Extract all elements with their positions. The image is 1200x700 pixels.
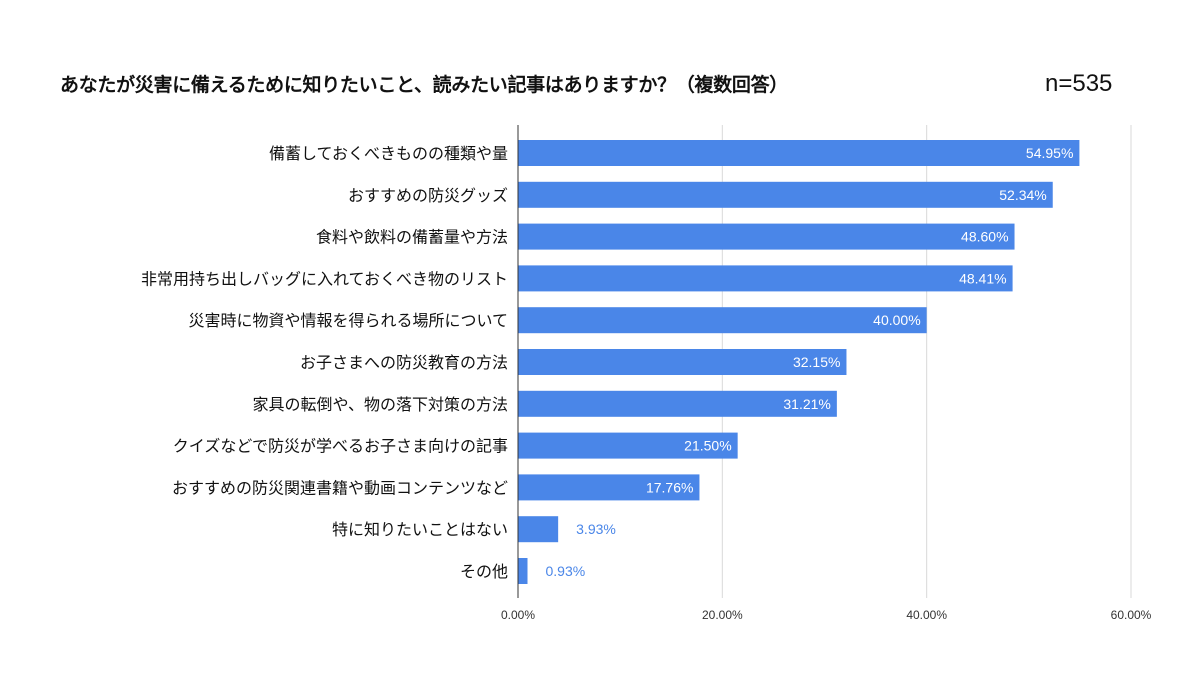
category-label: その他: [460, 562, 508, 581]
category-label: 家具の転倒や、物の落下対策の方法: [252, 395, 508, 414]
category-label: おすすめの防災関連書籍や動画コンテンツなど: [172, 478, 508, 497]
bar: [518, 432, 738, 459]
category-label: クイズなどで防災が学べるお子さま向けの記事: [173, 437, 508, 456]
bar: [518, 390, 837, 417]
category-label: 特に知りたいことはない: [332, 520, 508, 539]
bar: [518, 558, 528, 584]
data-label: 52.34%: [999, 187, 1046, 203]
sample-size-label: n=535: [1045, 70, 1113, 97]
data-label: 0.93%: [546, 563, 586, 579]
data-label: 31.21%: [783, 396, 830, 412]
bar: [518, 223, 1015, 250]
category-label: 非常用持ち出しバッグに入れておくべき物のリスト: [141, 269, 508, 288]
data-label: 32.15%: [793, 354, 840, 370]
data-label: 48.60%: [961, 229, 1008, 245]
category-label: 災害時に物資や情報を得られる場所について: [188, 311, 508, 330]
bar: [518, 265, 1013, 292]
x-tick-label: 40.00%: [906, 608, 947, 622]
chart-title: あなたが災害に備えるために知りたいこと、読みたい記事はありますか？（複数回答）: [60, 74, 788, 96]
x-tick-label: 60.00%: [1111, 608, 1152, 622]
data-label: 54.95%: [1026, 145, 1073, 161]
bar: [518, 516, 559, 543]
bar: [518, 307, 927, 334]
bar: [518, 474, 700, 501]
data-label: 21.50%: [684, 438, 731, 454]
x-tick-label: 20.00%: [702, 608, 743, 622]
data-label: 17.76%: [646, 479, 693, 495]
bar: [518, 140, 1080, 166]
data-label: 48.41%: [959, 270, 1006, 286]
category-label: おすすめの防災グッズ: [348, 186, 508, 205]
category-label: 食料や飲料の備蓄量や方法: [316, 228, 508, 247]
category-label: お子さまへの防災教育の方法: [300, 353, 508, 372]
data-label: 40.00%: [873, 312, 920, 328]
data-label: 3.93%: [576, 521, 616, 537]
category-label: 備蓄しておくべきものの種類や量: [269, 144, 508, 163]
bar: [518, 181, 1053, 208]
bar: [518, 349, 847, 375]
x-tick-label: 0.00%: [501, 608, 535, 622]
